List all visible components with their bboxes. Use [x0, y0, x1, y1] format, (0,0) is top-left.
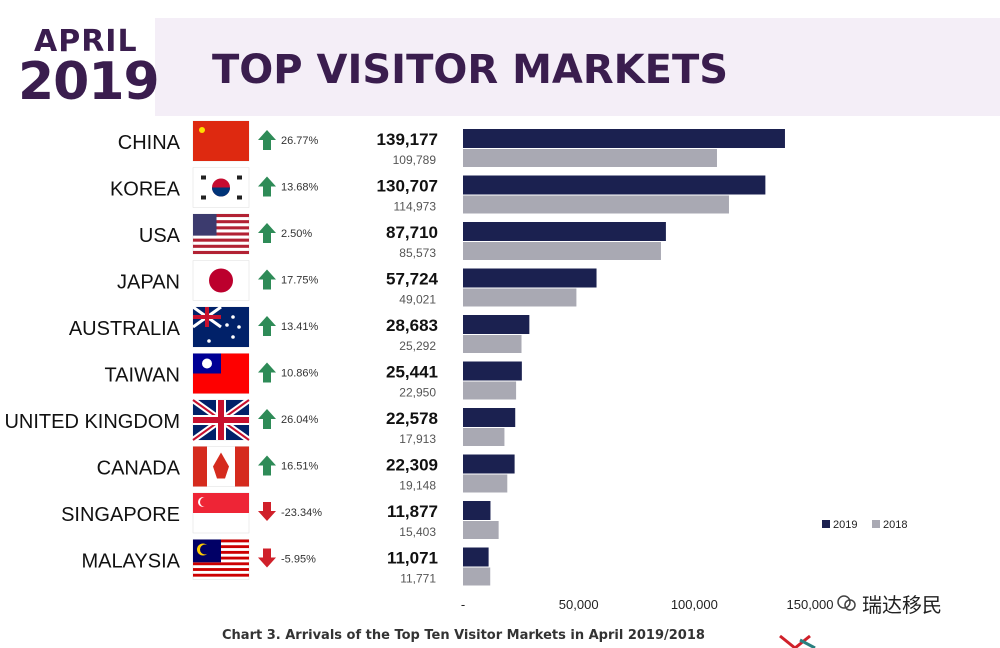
value-label-2019: 28,683 — [386, 316, 438, 335]
country-label: SINGAPORE — [61, 504, 180, 526]
value-label-2018: 15,403 — [399, 525, 436, 539]
country-label: USA — [139, 225, 181, 247]
arrow-up-icon — [258, 316, 276, 336]
country-label: CHINA — [118, 132, 181, 154]
value-label-2018: 85,573 — [399, 246, 436, 260]
change-label: 13.68% — [281, 182, 319, 194]
value-label-2019: 22,309 — [386, 456, 438, 475]
bar-2019 — [463, 547, 489, 567]
value-label-2019: 130,707 — [377, 177, 438, 196]
bar-2018 — [463, 195, 729, 214]
bar-2018 — [463, 242, 661, 260]
value-label-2018: 25,292 — [399, 339, 436, 353]
bar-2019 — [463, 175, 766, 195]
arrow-up-icon — [258, 176, 276, 197]
wechat-icon — [837, 595, 856, 611]
arrow-up-icon — [258, 223, 276, 243]
country-label: KOREA — [110, 179, 181, 201]
legend-swatch-2018 — [872, 520, 880, 528]
arrow-down-icon — [258, 548, 276, 568]
legend-swatch-2019 — [822, 520, 830, 528]
bar-2018 — [463, 474, 508, 493]
chart-title: TOP VISITOR MARKETS — [212, 47, 729, 93]
change-label: 13.41% — [281, 321, 319, 333]
value-label-2018: 11,771 — [400, 572, 436, 586]
arrow-up-icon — [258, 130, 276, 150]
arrow-up-icon — [258, 362, 276, 383]
value-label-2019: 11,877 — [387, 502, 438, 521]
country-label: JAPAN — [117, 272, 180, 294]
bar-2018 — [463, 521, 499, 539]
bar-2018 — [463, 381, 517, 400]
value-label-2018: 17,913 — [399, 432, 436, 446]
country-label: UNITED KINGDOM — [4, 411, 180, 433]
country-label: MALAYSIA — [81, 551, 180, 573]
value-label-2019: 87,710 — [386, 223, 438, 242]
korea-flag-icon — [192, 167, 250, 208]
arrow-down-icon — [258, 502, 276, 521]
logo-mark-accent — [799, 638, 816, 648]
bar-2019 — [463, 408, 516, 427]
arrow-up-icon — [258, 269, 276, 290]
value-label-2019: 139,177 — [377, 130, 438, 149]
taiwan-flag-icon — [192, 353, 250, 394]
bar-2018 — [463, 567, 491, 586]
bar-2018 — [463, 335, 522, 353]
japan-flag-icon — [192, 260, 250, 301]
change-label: -23.34% — [281, 507, 322, 519]
value-label-2019: 22,578 — [386, 409, 438, 428]
singapore-flag-icon — [192, 492, 250, 534]
value-label-2018: 49,021 — [399, 293, 436, 307]
country-label: CANADA — [97, 458, 181, 480]
bar-2019 — [463, 501, 491, 520]
watermark-text: 瑞达移民 — [862, 593, 942, 617]
bar-2019 — [463, 129, 785, 148]
country-label: TAIWAN — [104, 365, 180, 387]
value-label-2018: 19,148 — [399, 479, 436, 493]
x-tick-label: - — [461, 597, 465, 612]
x-tick-label: 150,000 — [787, 597, 834, 612]
canada-flag-icon — [192, 446, 250, 487]
value-label-2018: 22,950 — [399, 386, 436, 400]
value-label-2018: 109,789 — [393, 153, 437, 167]
year-label: 2019 — [18, 52, 160, 112]
china-flag-icon — [192, 120, 250, 162]
legend-label-2019: 2019 — [833, 519, 857, 531]
change-label: 16.51% — [281, 461, 319, 473]
x-tick-label: 100,000 — [671, 597, 718, 612]
legend-label-2018: 2018 — [883, 519, 907, 531]
change-label: 26.04% — [281, 414, 319, 426]
chart-caption: Chart 3. Arrivals of the Top Ten Visitor… — [222, 628, 705, 643]
bar-2018 — [463, 288, 577, 307]
value-label-2019: 11,071 — [387, 549, 438, 568]
month-label: APRIL — [34, 24, 138, 59]
country-label: AUSTRALIA — [69, 318, 181, 340]
bar-2019 — [463, 222, 666, 241]
australia-flag-icon — [192, 305, 250, 348]
malaysia-flag-icon — [192, 539, 250, 580]
change-label: 26.77% — [281, 135, 319, 147]
value-label-2018: 114,973 — [394, 200, 437, 214]
value-label-2019: 57,724 — [386, 270, 439, 289]
x-tick-label: 50,000 — [559, 597, 599, 612]
bar-2018 — [463, 428, 505, 446]
usa-flag-icon — [192, 213, 250, 255]
bar-2019 — [463, 454, 515, 474]
bar-2019 — [463, 361, 522, 381]
change-label: 2.50% — [281, 228, 312, 240]
arrow-up-icon — [258, 409, 276, 429]
change-label: 10.86% — [281, 368, 319, 380]
header-band — [155, 18, 1000, 116]
change-label: 17.75% — [281, 275, 319, 287]
bar-2018 — [463, 149, 717, 167]
bar-2019 — [463, 268, 597, 288]
bar-2019 — [463, 315, 530, 334]
uk-flag-icon — [191, 397, 251, 443]
arrow-up-icon — [258, 455, 276, 476]
change-label: -5.95% — [281, 554, 316, 566]
value-label-2019: 25,441 — [386, 363, 438, 382]
